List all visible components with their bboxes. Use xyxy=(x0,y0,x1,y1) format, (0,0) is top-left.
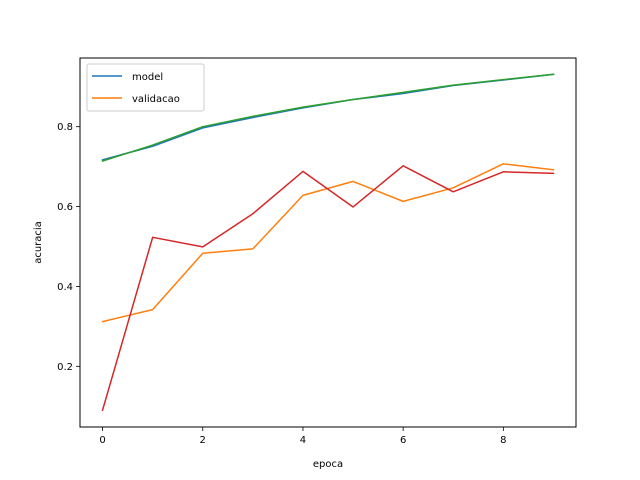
series-line-series-4 xyxy=(101,165,555,412)
legend-label-validacao: validacao xyxy=(132,94,180,105)
x-axis-label: epoca xyxy=(313,459,343,470)
y-tick-label: 0.4 xyxy=(57,282,73,293)
y-axis-ticks: 0.2 0.4 0.6 0.8 xyxy=(57,122,80,373)
x-axis-ticks: 0 2 4 6 8 xyxy=(99,427,507,446)
y-tick-label: 0.2 xyxy=(57,362,73,373)
y-tick-label: 0.6 xyxy=(57,202,73,213)
x-tick-label: 8 xyxy=(500,435,506,446)
series-line-series-3 xyxy=(101,73,555,162)
series-lines xyxy=(101,73,555,412)
x-tick-label: 2 xyxy=(200,435,206,446)
x-tick-label: 6 xyxy=(400,435,406,446)
plot-frame xyxy=(79,57,577,428)
legend: model validacao xyxy=(86,63,205,112)
y-tick-label: 0.8 xyxy=(57,122,73,133)
y-axis-label: acuracia xyxy=(33,221,44,264)
legend-label-model: model xyxy=(132,72,163,83)
x-tick-label: 4 xyxy=(300,435,306,446)
x-tick-label: 0 xyxy=(99,435,105,446)
